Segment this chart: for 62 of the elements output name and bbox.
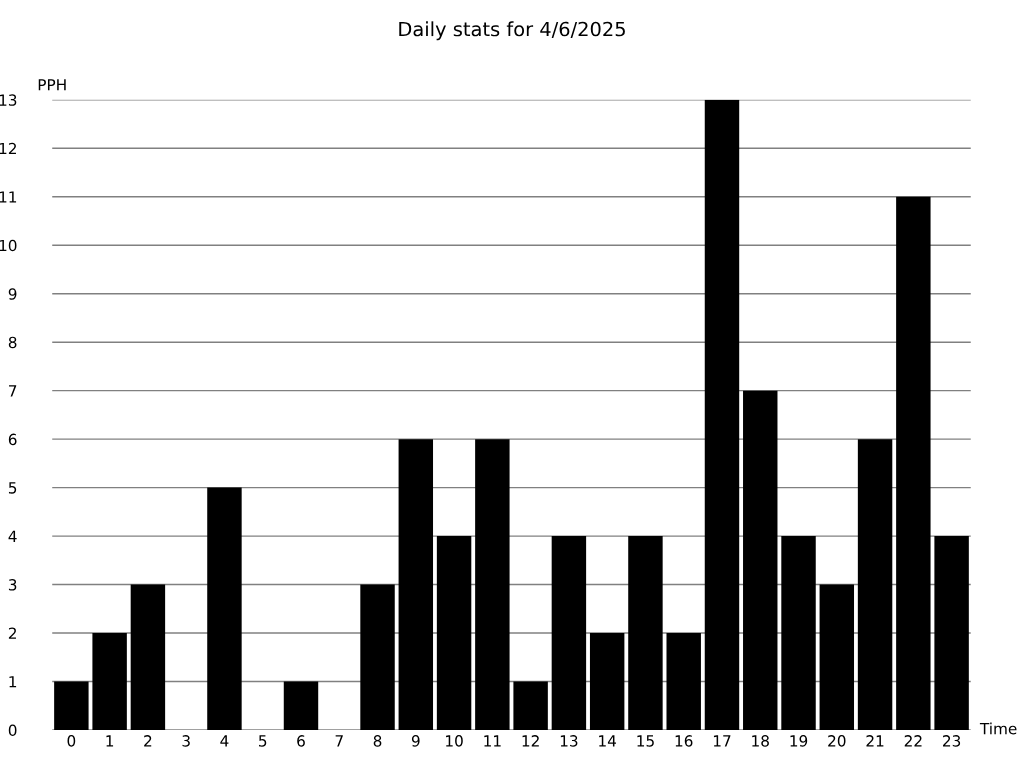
x-tick-label: 7 <box>335 735 343 747</box>
x-tick-label: 11 <box>484 735 501 747</box>
bar <box>666 633 701 730</box>
x-tick-label: 8 <box>373 735 382 747</box>
x-tick-label: 21 <box>866 735 884 747</box>
x-tick-label: 0 <box>67 735 76 747</box>
x-tick-label: 4 <box>220 735 229 747</box>
bar <box>475 439 510 730</box>
y-tick-label: 6 <box>8 433 17 446</box>
bar <box>743 390 778 730</box>
x-tick-label: 17 <box>713 735 731 747</box>
bar <box>360 584 395 730</box>
x-tick-label: 6 <box>297 735 305 747</box>
x-tick-label: 9 <box>411 735 420 747</box>
chart-title: Daily stats for 4/6/2025 <box>399 21 625 41</box>
x-tick-label: 18 <box>752 735 769 747</box>
y-tick-label: 12 <box>0 142 16 155</box>
y-tick-label: 3 <box>8 579 17 591</box>
y-tick-label: 13 <box>0 94 17 106</box>
y-tick-label: 10 <box>0 239 17 252</box>
x-tick-label: 19 <box>790 735 808 747</box>
x-tick-label: 2 <box>144 735 152 747</box>
x-tick-label: 23 <box>943 735 961 747</box>
y-axis-title: PPH <box>38 79 66 91</box>
x-tick-label: 22 <box>904 735 922 747</box>
bar <box>551 536 587 730</box>
bar <box>92 633 127 730</box>
x-axis-title: Time <box>979 722 1017 735</box>
bar <box>589 633 625 730</box>
y-tick-label: 4 <box>8 530 17 542</box>
y-tick-label: 9 <box>8 288 17 300</box>
bar <box>436 536 472 730</box>
y-tick-label: 2 <box>8 627 16 639</box>
bar <box>513 681 548 730</box>
x-tick-label: 3 <box>182 735 190 747</box>
bar <box>934 536 969 730</box>
x-tick-label: 5 <box>259 735 267 747</box>
y-tick-label: 0 <box>8 724 17 737</box>
bar <box>819 584 855 730</box>
y-tick-label: 1 <box>9 676 17 688</box>
x-tick-label: 12 <box>522 735 539 747</box>
x-tick-label: 10 <box>446 735 463 747</box>
bar <box>398 439 434 730</box>
bar <box>704 99 740 730</box>
x-tick-label: 15 <box>637 735 654 747</box>
x-tick-label: 14 <box>599 735 617 747</box>
x-tick-label: 20 <box>828 735 846 747</box>
y-tick-label: 5 <box>8 482 17 494</box>
bar <box>628 536 663 730</box>
bar <box>207 487 242 730</box>
x-tick-label: 1 <box>106 735 114 747</box>
bar <box>857 439 893 730</box>
bar <box>283 681 319 730</box>
x-tick-label: 16 <box>675 735 693 747</box>
bar <box>54 681 89 730</box>
y-tick-label: 11 <box>0 191 17 203</box>
y-tick-label: 7 <box>9 385 17 397</box>
bar <box>130 584 166 730</box>
y-tick-label: 8 <box>8 336 17 349</box>
x-tick-label: 13 <box>560 735 578 747</box>
bar <box>896 196 931 730</box>
bar <box>781 536 816 730</box>
